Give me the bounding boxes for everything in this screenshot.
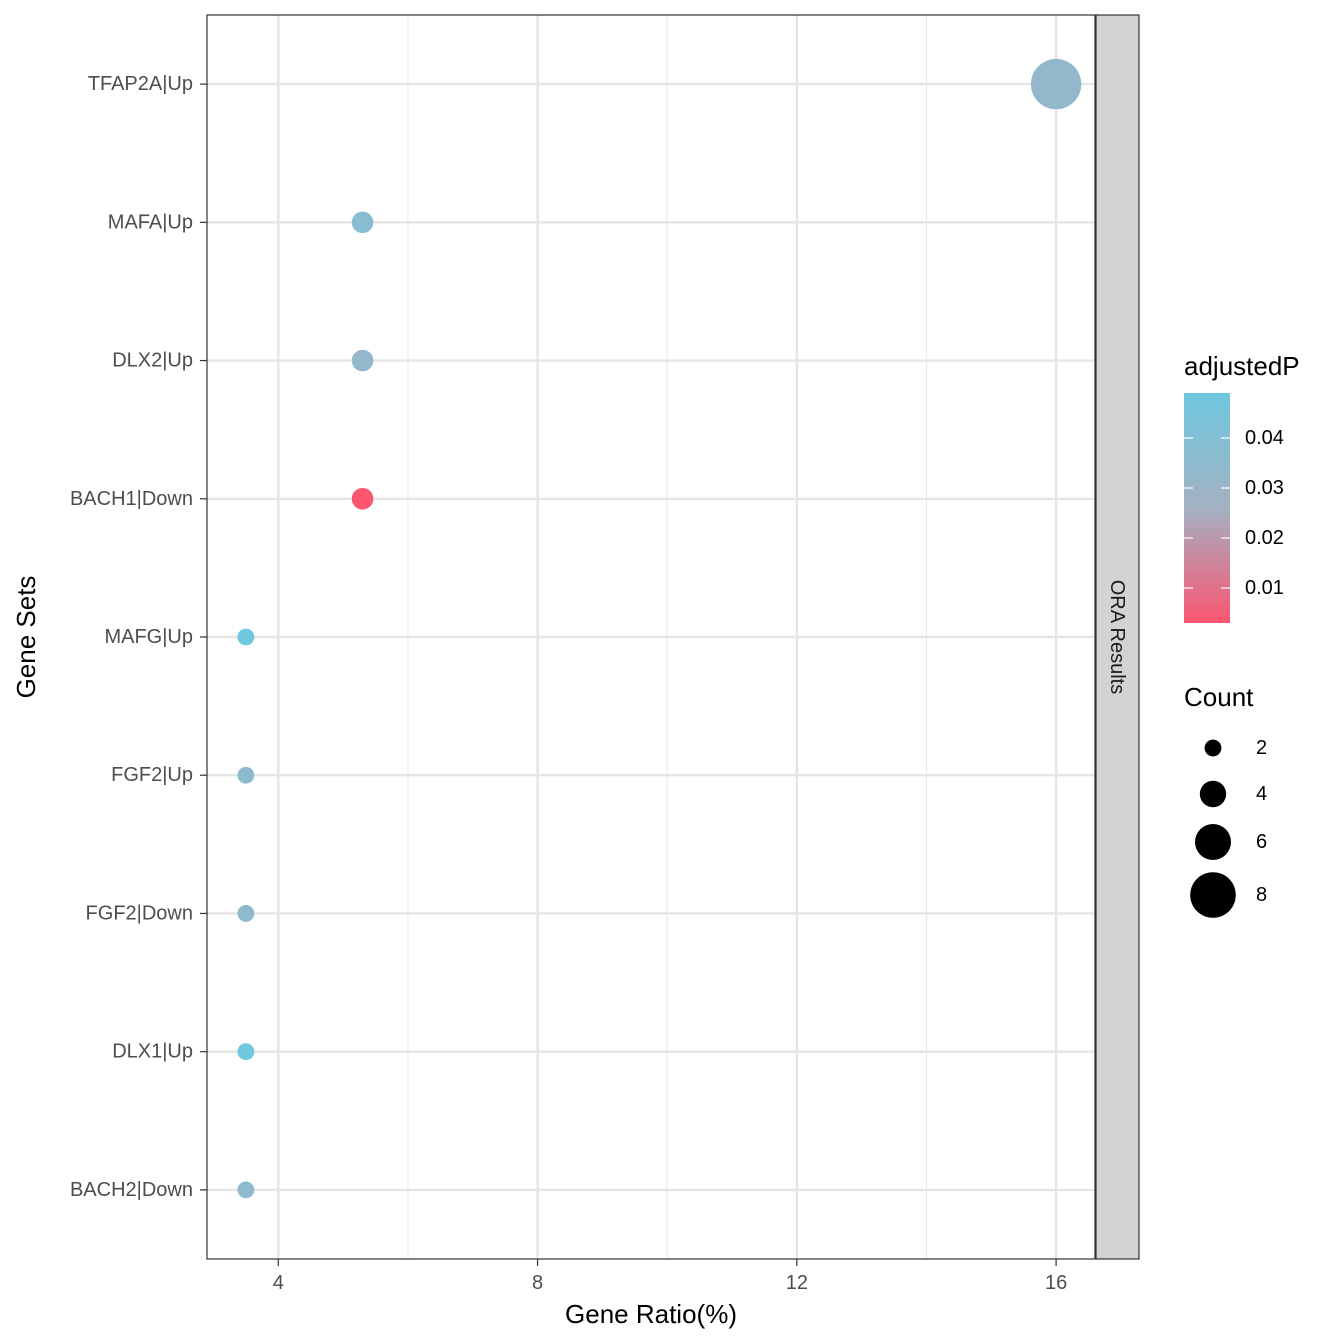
color-legend: adjustedP 0.01 0.02 0.03 0.04 (1184, 351, 1300, 623)
color-legend-label: 0.01 (1245, 577, 1284, 599)
data-point (237, 766, 255, 784)
size-legend-key (1190, 872, 1236, 918)
y-tick-label: DLX2|Up (112, 350, 193, 372)
data-point (351, 349, 374, 372)
x-axis-title: Gene Ratio(%) (565, 1299, 737, 1329)
color-legend-bar (1184, 393, 1230, 623)
y-tick-label: TFAP2A|Up (88, 73, 193, 95)
size-legend-key (1204, 739, 1222, 757)
size-legend: Count 2 4 6 8 (1184, 682, 1267, 918)
x-tick-label: 4 (273, 1272, 284, 1294)
facet-strip-label: ORA Results (1106, 580, 1128, 694)
y-tick-label: MAFA|Up (108, 211, 193, 233)
facet-strip: ORA Results (1095, 14, 1140, 1260)
color-legend-label: 0.04 (1245, 427, 1284, 449)
size-legend-title: Count (1184, 682, 1254, 712)
y-axis-title: Gene Sets (11, 576, 41, 699)
data-point (237, 1181, 255, 1199)
y-axis: TFAP2A|Up MAFA|Up DLX2|Up BACH1|Down MAFG|Up… (70, 73, 207, 1201)
size-legend-label: 2 (1256, 737, 1267, 759)
data-point (351, 487, 374, 510)
x-tick-label: 16 (1045, 1272, 1067, 1294)
y-tick-label: BACH2|Down (70, 1179, 193, 1201)
size-legend-keys: 2 4 6 8 (1190, 737, 1267, 918)
size-legend-label: 8 (1256, 884, 1267, 906)
color-legend-label: 0.03 (1245, 477, 1284, 499)
data-point (1030, 58, 1082, 110)
data-point (237, 905, 255, 922)
data-points (237, 58, 1082, 1199)
y-tick-label: MAFG|Up (104, 626, 193, 648)
size-legend-key (1195, 824, 1231, 860)
y-tick-label: FGF2|Up (111, 764, 193, 786)
color-legend-ticks: 0.01 0.02 0.03 0.04 (1184, 427, 1284, 599)
size-legend-label: 6 (1256, 831, 1267, 853)
data-point (237, 1043, 255, 1061)
y-tick-label: FGF2|Down (86, 902, 193, 924)
y-tick-label: DLX1|Up (112, 1041, 193, 1063)
data-point (351, 211, 374, 234)
color-legend-label: 0.02 (1245, 527, 1284, 549)
size-legend-label: 4 (1256, 783, 1267, 805)
size-legend-key (1199, 780, 1227, 808)
data-point (237, 628, 255, 646)
x-tick-label: 8 (532, 1272, 543, 1294)
color-legend-title: adjustedP (1184, 351, 1300, 381)
y-tick-label: BACH1|Down (70, 488, 193, 510)
x-tick-label: 12 (786, 1272, 808, 1294)
facet-strip-background (1095, 14, 1140, 1260)
x-axis: 4 8 12 16 (273, 1259, 1067, 1294)
